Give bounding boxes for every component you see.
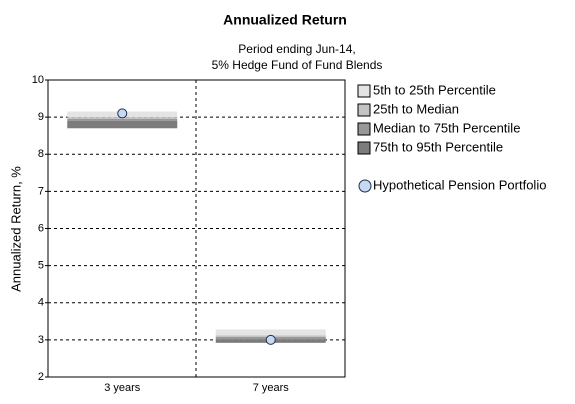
y-tick-label: 7 (38, 185, 44, 197)
y-axis-label: Annualized Return, % (8, 166, 23, 292)
y-tick-label: 4 (38, 297, 44, 309)
legend-swatch (357, 122, 371, 136)
chart-title: Annualized Return (223, 12, 347, 28)
percentile-band (215, 329, 326, 336)
legend-label: Median to 75th Percentile (373, 120, 520, 135)
subtitle: 5% Hedge Fund of Fund Blends (212, 58, 383, 72)
legend-label: 25th to Median (373, 101, 459, 116)
x-tick-label: 7 years (253, 382, 290, 394)
legend-label: Hypothetical Pension Portfolio (373, 177, 546, 192)
legend-label: 75th to 95th Percentile (373, 139, 503, 154)
y-tick-label: 3 (38, 334, 44, 346)
subtitle: Period ending Jun-14, (238, 42, 355, 56)
percentile-band (67, 118, 178, 121)
x-tick-label: 3 years (104, 382, 141, 394)
legend-marker (358, 179, 372, 193)
legend-swatch (357, 141, 371, 155)
y-tick-label: 10 (32, 74, 44, 86)
y-tick-label: 6 (38, 222, 44, 234)
y-tick-label: 9 (38, 111, 44, 123)
legend-swatch (357, 103, 371, 117)
portfolio-point (265, 334, 276, 345)
y-tick-label: 8 (38, 148, 44, 160)
legend-label: 5th to 25th Percentile (373, 82, 496, 97)
y-tick-label: 2 (38, 371, 44, 383)
y-tick-label: 5 (38, 260, 44, 272)
percentile-band (67, 120, 178, 129)
portfolio-point (117, 108, 128, 119)
legend-swatch (357, 84, 371, 98)
